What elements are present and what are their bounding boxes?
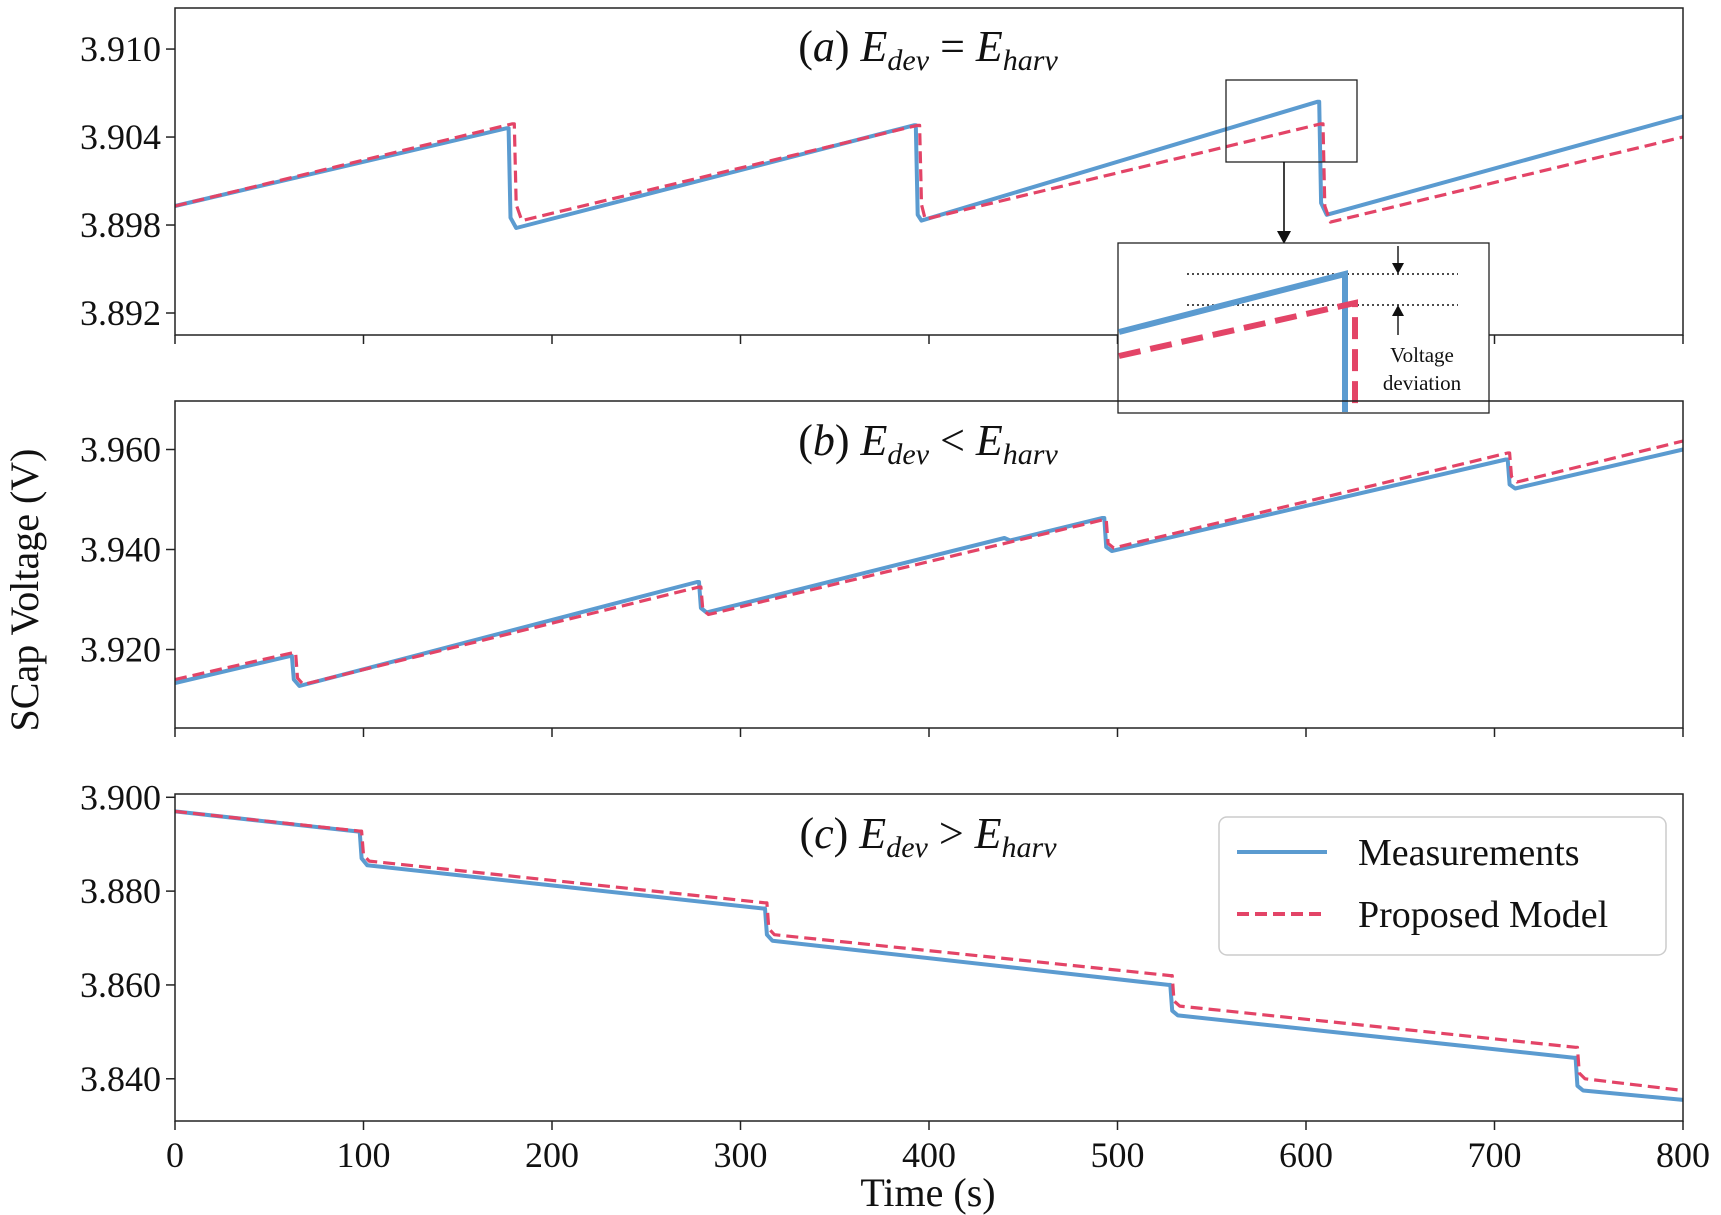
plot-frame-b [174,400,1684,729]
y-ticks-b: 3.960 3.940 3.920 [80,430,175,670]
x-tick-label: 0 [166,1135,184,1175]
zoom-inset: Voltage deviation [1117,242,1490,414]
x-tick-label: 400 [902,1135,956,1175]
x-tick-label: 700 [1468,1135,1522,1175]
y-axis-label: SCap Voltage (V) [2,449,47,732]
y-tick-label: 3.900 [80,777,161,817]
legend-box [1218,816,1667,956]
measurements-line-b [174,447,1684,688]
inset-model-line [1118,299,1358,412]
plot-frame-a [174,7,1684,336]
y-tick-label: 3.880 [80,871,161,911]
y-tick-label: 3.860 [80,965,161,1005]
panel-title-c: (c) Edev > Eharv [799,809,1057,864]
y-tick-label: 3.898 [80,205,161,245]
series-group-b [174,439,1684,688]
x-tick-label: 100 [337,1135,391,1175]
x-ticks-c: 0 100 200 300 400 500 600 700 800 [166,1121,1710,1175]
model-line-a [174,122,1684,224]
y-tick-label: 3.940 [80,530,161,570]
series-group-c [174,809,1684,1102]
model-line-c [174,809,1684,1093]
panel-title-b: (b) Edev < Eharv [798,416,1058,471]
inset-label-voltage: Voltage [1390,343,1454,367]
model-line-b [174,439,1684,687]
legend: Measurements Proposed Model [1218,816,1667,956]
zoom-arrow-head [1277,231,1291,244]
panel-b: 3.960 3.940 3.920 (b) Edev < Eharv [80,400,1684,737]
panel-c: 3.900 3.880 3.860 3.840 0 100 200 300 400 500 600… [80,777,1710,1175]
series-group-a [174,99,1684,230]
legend-label-model: Proposed Model [1358,894,1608,936]
zoom-region-box [1225,79,1358,163]
inset-frame [1117,242,1490,414]
legend-label-measurements: Measurements [1358,832,1580,874]
y-tick-label: 3.904 [80,117,161,157]
x-tick-label: 500 [1091,1135,1145,1175]
y-ticks-c: 3.900 3.880 3.860 3.840 [80,777,175,1099]
panel-title-a: (a) Edev = Eharv [798,22,1058,77]
x-tick-label: 300 [714,1135,768,1175]
x-axis-label: Time (s) [860,1170,995,1215]
x-tick-label: 600 [1279,1135,1333,1175]
deviation-arrow-bottom-head [1392,305,1404,316]
x-tick-label: 800 [1656,1135,1710,1175]
y-tick-label: 3.910 [80,29,161,69]
y-tick-label: 3.920 [80,630,161,670]
plot-frame-c [174,793,1684,1122]
x-tick-label: 200 [525,1135,579,1175]
measurements-line-a [174,99,1684,230]
x-ticks-b [174,728,1684,737]
inset-measurement-line [1118,270,1348,412]
y-tick-label: 3.892 [80,293,161,333]
inset-label-deviation: deviation [1383,371,1462,395]
y-tick-label: 3.960 [80,430,161,470]
y-tick-label: 3.840 [80,1059,161,1099]
panel-a: 3.910 3.904 3.898 3.892 (a) Edev = Eharv Vo… [80,7,1684,414]
measurements-line-c [174,809,1684,1102]
deviation-arrow-top-head [1392,263,1404,274]
y-ticks-a: 3.910 3.904 3.898 3.892 [80,29,175,333]
